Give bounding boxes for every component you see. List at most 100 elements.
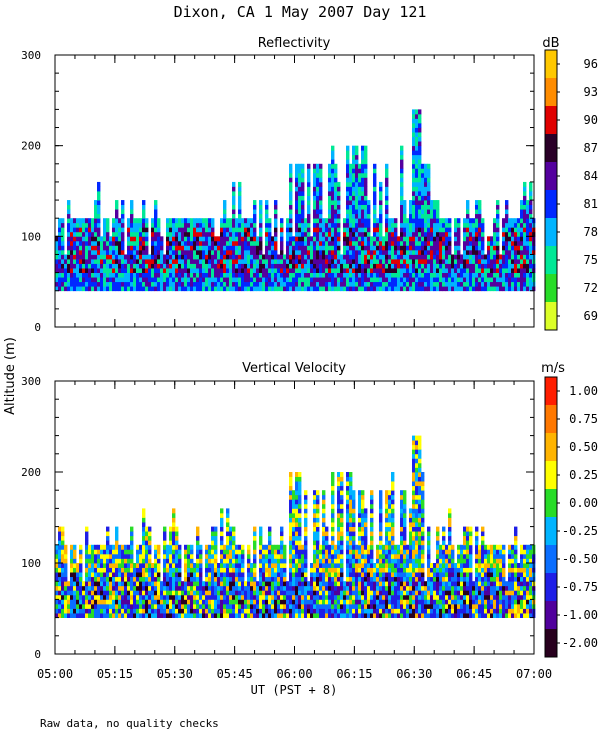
heatmap-cell — [118, 218, 122, 224]
heatmap-cell — [166, 558, 170, 564]
heatmap-cell — [478, 268, 482, 273]
heatmap-cell — [289, 209, 293, 215]
heatmap-cell — [316, 222, 320, 228]
heatmap-cell — [67, 281, 71, 287]
heatmap-cell — [361, 499, 365, 505]
heatmap-cell — [337, 268, 341, 273]
heatmap-cell — [370, 281, 374, 287]
heatmap-cell — [73, 581, 77, 587]
heatmap-cell — [238, 204, 242, 210]
heatmap-cell — [235, 553, 239, 559]
heatmap-cell — [343, 245, 347, 251]
heatmap-cell — [205, 254, 209, 260]
heatmap-cell — [121, 572, 125, 578]
heatmap-cell — [427, 236, 431, 242]
heatmap-cell — [334, 572, 338, 578]
heatmap-cell — [253, 572, 257, 578]
heatmap-cell — [310, 613, 314, 618]
heatmap-cell — [361, 522, 365, 527]
heatmap-cell — [271, 277, 275, 283]
heatmap-cell — [142, 517, 146, 523]
heatmap-cell — [361, 490, 365, 496]
heatmap-cell — [520, 245, 524, 251]
heatmap-cell — [232, 553, 236, 559]
heatmap-cell — [337, 263, 341, 269]
heatmap-cell — [304, 558, 308, 564]
heatmap-cell — [343, 603, 347, 609]
heatmap-cell — [169, 549, 173, 555]
heatmap-cell — [319, 204, 323, 210]
heatmap-cell — [499, 263, 503, 269]
heatmap-cell — [169, 599, 173, 605]
heatmap-cell — [415, 127, 419, 133]
heatmap-cell — [187, 236, 191, 242]
heatmap-cell — [295, 563, 299, 568]
heatmap-cell — [127, 563, 131, 568]
heatmap-cell — [259, 531, 263, 537]
heatmap-cell — [529, 204, 533, 210]
heatmap-cell — [172, 259, 176, 264]
heatmap-cell — [130, 585, 134, 591]
heatmap-cell — [70, 281, 74, 287]
heatmap-cell — [295, 181, 299, 187]
heatmap-cell — [148, 535, 152, 541]
heatmap-cell — [124, 563, 128, 568]
heatmap-cell — [250, 263, 254, 269]
heatmap-cell — [322, 272, 326, 278]
heatmap-cell — [109, 272, 113, 278]
heatmap-cell — [349, 209, 353, 215]
heatmap-cell — [268, 231, 272, 237]
heatmap-cell — [85, 254, 89, 260]
heatmap-cell — [115, 549, 119, 555]
heatmap-cell — [472, 218, 476, 224]
heatmap-cell — [241, 272, 245, 278]
heatmap-cell — [229, 531, 233, 537]
heatmap-cell — [193, 227, 197, 233]
heatmap-cell — [109, 590, 113, 596]
heatmap-cell — [214, 268, 218, 273]
heatmap-cell — [58, 553, 62, 559]
heatmap-cell — [133, 567, 137, 573]
heatmap-cell — [439, 240, 443, 246]
heatmap-cell — [124, 259, 128, 264]
heatmap-cell — [412, 281, 416, 287]
heatmap-cell — [241, 227, 245, 233]
heatmap-cell — [205, 594, 209, 600]
heatmap-cell — [379, 263, 383, 269]
heatmap-cell — [157, 231, 161, 237]
heatmap-cell — [346, 236, 350, 242]
heatmap-cell — [121, 263, 125, 269]
heatmap-cell — [247, 581, 251, 587]
heatmap-cell — [283, 254, 287, 260]
heatmap-cell — [142, 213, 146, 219]
heatmap-cell — [85, 245, 89, 251]
heatmap-cell — [460, 263, 464, 269]
heatmap-cell — [283, 603, 287, 609]
heatmap-cell — [142, 535, 146, 541]
heatmap-cell — [328, 563, 332, 568]
heatmap-cell — [373, 227, 377, 233]
heatmap-cell — [154, 268, 158, 273]
heatmap-cell — [340, 603, 344, 609]
heatmap-cell — [304, 281, 308, 287]
heatmap-cell — [232, 544, 236, 550]
heatmap-cell — [292, 517, 296, 523]
heatmap-cell — [475, 231, 479, 237]
heatmap-cell — [223, 585, 227, 591]
heatmap-cell — [235, 572, 239, 578]
heatmap-cell — [67, 249, 71, 255]
heatmap-cell — [295, 245, 299, 251]
heatmap-cell — [190, 567, 194, 573]
heatmap-cell — [103, 272, 107, 278]
heatmap-cell — [94, 286, 98, 292]
heatmap-cell — [250, 281, 254, 287]
heatmap-cell — [274, 567, 278, 573]
heatmap-cell — [58, 535, 62, 541]
heatmap-cell — [367, 209, 371, 215]
heatmap-cell — [385, 240, 389, 246]
heatmap-cell — [301, 581, 305, 587]
heatmap-cell — [340, 512, 344, 518]
heatmap-cell — [241, 254, 245, 260]
heatmap-cell — [118, 613, 122, 618]
heatmap-cell — [133, 608, 137, 614]
